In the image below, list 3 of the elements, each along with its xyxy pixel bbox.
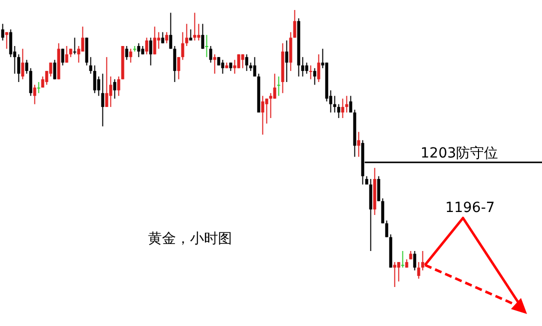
ref-line-label: 1203防守位 <box>420 145 498 162</box>
annotation: 黄金，小时图 <box>148 231 232 247</box>
text: 1196-7 <box>445 200 495 216</box>
